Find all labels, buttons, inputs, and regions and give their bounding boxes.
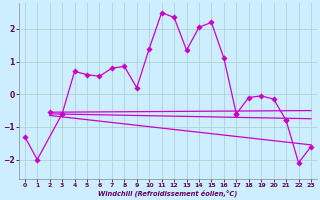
- X-axis label: Windchill (Refroidissement éolien,°C): Windchill (Refroidissement éolien,°C): [98, 190, 237, 197]
